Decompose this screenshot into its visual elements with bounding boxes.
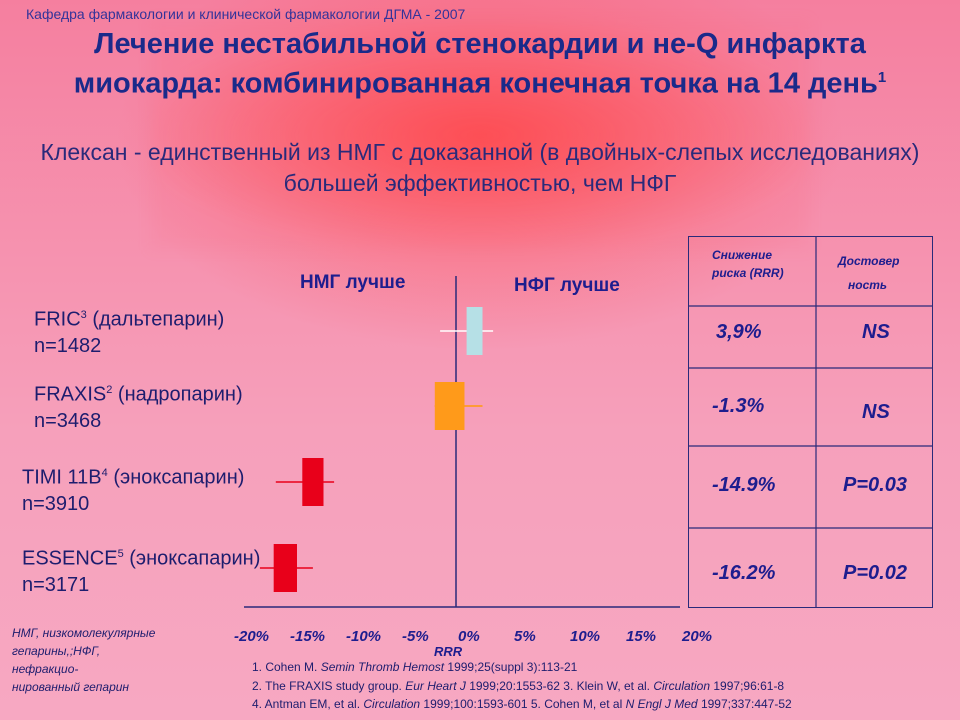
study-drug: (надропарин) (112, 383, 243, 406)
study-label: FRAXIS2 (надропарин) n=3468 (34, 377, 243, 434)
study-ref-sup: 5 (117, 548, 124, 560)
ref-journal: Eur Heart J (405, 679, 466, 693)
study-name: ESSENCE5 (эноксапарин) (22, 541, 260, 572)
reference-1: 1. Cohen M. Semin Thromb Hemost 1999;25(… (252, 660, 577, 674)
side-label-lmwh-better: НМГ лучше (300, 272, 405, 293)
effect-box (273, 544, 297, 592)
x-tick-label: 5% (514, 628, 536, 645)
x-tick-label: 0% (458, 628, 480, 645)
reference-2-3: 2. The FRAXIS study group. Eur Heart J 1… (252, 679, 784, 693)
slide-title-text: Лечение нестабильной стенокардии и не-Q … (73, 28, 878, 100)
study-label: ESSENCE5 (эноксапарин) n=3171 (22, 541, 260, 598)
ref-journal: Circulation (653, 679, 711, 693)
slide-title: Лечение нестабильной стенокардии и не-Q … (20, 28, 940, 101)
table-header-sig-line2: ность (848, 278, 888, 292)
abbr-line: нированный гепарин (12, 680, 130, 694)
ref-text: 1997;96:61-8 (710, 679, 785, 693)
study-ref-sup: 3 (80, 309, 87, 321)
table-header-significance: Достовер ность (838, 252, 899, 294)
table-header-rrr-line2: риска (RRR) (712, 266, 784, 280)
ref-journal: Circulation (363, 697, 421, 711)
x-tick-label: -15% (290, 628, 325, 645)
study-n: n=3468 (34, 409, 102, 432)
x-tick-label: 15% (626, 628, 656, 645)
ref-text: 2. The FRAXIS study group. (252, 679, 406, 693)
study-drug: (дальтепарин) (86, 308, 225, 331)
study-n: n=3910 (22, 492, 90, 515)
x-tick-label: 20% (681, 628, 712, 645)
ref-text: 1999;25(suppl 3):113-21 (444, 660, 578, 674)
side-label-ufh-better: НФГ лучше (514, 275, 620, 296)
ref-text: 1997;337:447-52 (697, 697, 792, 711)
x-tick-label: -20% (234, 628, 269, 645)
study-title: FRAXIS (34, 383, 107, 406)
abbreviation-note: НМГ, низкомолекулярные гепарины,;НФГ, не… (12, 624, 212, 696)
table-cell-rrr: -1.3% (712, 395, 765, 417)
abbr-line: НМГ, низкомолекулярные (12, 626, 156, 640)
study-name: TIMI 11B4 (эноксапарин) (22, 460, 244, 491)
ref-text: 1999;100:1593-601 5. Cohen M, et al (420, 697, 626, 711)
table-cell-rrr: -14.9% (712, 474, 776, 496)
reference-4-5: 4. Antman EM, et al. Circulation 1999;10… (252, 697, 792, 711)
abbr-line: гепарины,;НФГ, (12, 644, 101, 658)
results-table (688, 236, 933, 608)
table-cell-significance: P=0.03 (843, 474, 907, 496)
table-cell-rrr: -16.2% (712, 562, 776, 584)
study-label: FRIC3 (дальтепарин) n=1482 (34, 302, 224, 359)
study-name: FRAXIS2 (надропарин) (34, 377, 243, 408)
study-title: TIMI 11B (22, 466, 102, 489)
ref-text: 1. Cohen M. (252, 660, 321, 674)
department-caption: Кафедра фармакологии и клинической фарма… (26, 6, 466, 22)
x-tick-label: -10% (346, 628, 381, 645)
ref-text: 1999;20:1553-62 3. Klein W, et al. (465, 679, 654, 693)
slide-title-sup: 1 (877, 69, 887, 86)
table-cell-significance: NS (862, 401, 890, 423)
title-glow (150, 20, 810, 250)
ref-text: 4. Antman EM, et al. (252, 697, 364, 711)
study-n: n=3171 (22, 573, 90, 596)
table-header-rrr-line1: Снижение (712, 248, 773, 262)
study-title: ESSENCE (22, 547, 118, 570)
study-ref-sup: 4 (101, 467, 108, 479)
slide-subtitle: Клексан - единственный из НМГ с доказанн… (40, 139, 920, 196)
study-drug: (эноксапарин) (107, 466, 245, 489)
study-n: n=1482 (34, 334, 102, 357)
table-cell-significance: NS (862, 321, 890, 343)
table-cell-significance: P=0.02 (843, 562, 907, 584)
x-axis-title: RRR (434, 644, 463, 659)
table-header-rrr: Снижение риска (RRR) (712, 246, 784, 282)
study-title: FRIC (34, 308, 81, 331)
study-name: FRIC3 (дальтепарин) (34, 302, 224, 333)
abbr-line: нефракцио- (12, 662, 79, 676)
study-ref-sup: 2 (106, 384, 113, 396)
study-drug: (эноксапарин) (123, 547, 261, 570)
table-header-sig-line1: Достовер (838, 254, 900, 268)
study-label: TIMI 11B4 (эноксапарин) n=3910 (22, 460, 244, 517)
table-cell-rrr: 3,9% (716, 321, 762, 343)
ref-journal: N Engl J Med (625, 697, 698, 711)
effect-box (466, 307, 483, 355)
x-tick-label: 10% (570, 628, 600, 645)
effect-box (302, 458, 324, 506)
ref-journal: Semin Thromb Hemost (320, 660, 445, 674)
x-tick-label: -5% (402, 628, 429, 645)
